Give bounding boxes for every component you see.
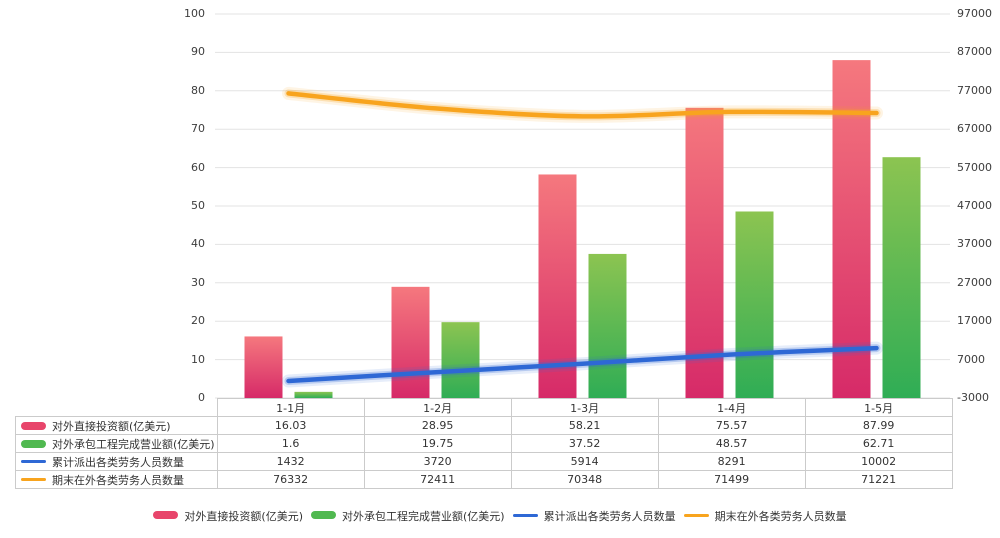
bar-series2-1-2月[interactable] xyxy=(441,322,480,398)
line-swatch-icon xyxy=(512,513,538,517)
table-header-row: 1-1月 1-2月 1-3月 1-4月 1-5月 xyxy=(16,398,953,417)
table-value-cell: 1.6 xyxy=(216,434,365,453)
left-axis-tick: 20 xyxy=(191,314,205,328)
table-category-header: 1-3月 xyxy=(510,398,659,417)
right-axis-tick: 67000 xyxy=(957,122,992,136)
bar-series1-1-4月[interactable] xyxy=(685,107,724,398)
table-value-cell: 5914 xyxy=(510,452,659,471)
right-axis-tick: 27000 xyxy=(957,275,992,289)
left-axis-tick: 60 xyxy=(191,160,205,174)
left-axis-tick: 10 xyxy=(191,352,205,366)
chart-legend: 对外直接投资额(亿美元) 对外承包工程完成营业额(亿美元) 累计派出各类劳务人员数量… xyxy=(0,508,1000,524)
table-row: 对外直接投资额(亿美元) 16.03 28.95 58.21 75.57 87.99 xyxy=(15,416,953,435)
table-value-cell: 37.52 xyxy=(510,434,659,453)
table-value-cell: 62.71 xyxy=(804,434,953,453)
right-axis-tick: 87000 xyxy=(957,45,992,59)
table-value-cell: 87.99 xyxy=(804,416,953,435)
bar-series2-1-1月[interactable] xyxy=(294,391,333,398)
table-value-cell: 70348 xyxy=(510,470,659,489)
legend-label: 累计派出各类劳务人员数量 xyxy=(543,510,676,523)
series-name: 对外直接投资额(亿美元) xyxy=(52,419,171,433)
table-value-cell: 19.75 xyxy=(363,434,512,453)
legend-label: 对外承包工程完成营业额(亿美元) xyxy=(342,510,505,523)
bar-series1-1-3月[interactable] xyxy=(538,174,577,398)
bar-series2-1-3月[interactable] xyxy=(588,253,627,398)
table-value-cell: 71221 xyxy=(804,470,953,489)
left-axis-tick: 70 xyxy=(191,122,205,136)
table-category-header: 1-5月 xyxy=(804,398,953,417)
table-value-cell: 10002 xyxy=(804,452,953,471)
legend-item-1[interactable]: 对外直接投资额(亿美元) xyxy=(153,508,303,524)
table-value-cell: 75.57 xyxy=(657,416,806,435)
right-axis-tick: 37000 xyxy=(957,237,992,251)
table-value-cell: 58.21 xyxy=(510,416,659,435)
legend-label: 对外直接投资额(亿美元) xyxy=(184,510,303,523)
table-value-cell: 16.03 xyxy=(216,416,365,435)
legend-item-2[interactable]: 对外承包工程完成营业额(亿美元) xyxy=(311,508,505,524)
table-series-label-cell: 期末在外各类劳务人员数量 xyxy=(15,470,218,489)
table-row: 对外承包工程完成营业额(亿美元) 1.6 19.75 37.52 48.57 62.71 xyxy=(15,434,953,453)
right-axis-tick: 97000 xyxy=(957,7,992,20)
left-axis-tick: 50 xyxy=(191,199,205,212)
left-axis-tick: 0 xyxy=(198,391,205,404)
table-value-cell: 71499 xyxy=(657,470,806,489)
bar-series1-1-2月[interactable] xyxy=(391,286,430,398)
left-axis-tick: 30 xyxy=(191,275,205,289)
line-swatch-icon xyxy=(683,513,709,517)
bar-series2-1-4月[interactable] xyxy=(735,211,774,398)
series-name: 累计派出各类劳务人员数量 xyxy=(52,455,184,469)
table-category-header: 1-1月 xyxy=(216,398,365,417)
series-name: 对外承包工程完成营业额(亿美元) xyxy=(52,437,215,451)
left-axis-tick: 40 xyxy=(191,237,205,251)
bar-swatch-icon xyxy=(21,439,46,448)
table-category-header: 1-4月 xyxy=(657,398,806,417)
legend-item-3[interactable]: 累计派出各类劳务人员数量 xyxy=(512,508,676,524)
left-axis-tick: 100 xyxy=(184,7,205,20)
right-axis-tick: 57000 xyxy=(957,160,992,174)
left-axis-tick: 80 xyxy=(191,83,205,97)
line-series1[interactable] xyxy=(286,345,879,384)
table-series-label-cell: 对外直接投资额(亿美元) xyxy=(15,416,218,435)
right-axis-tick: 47000 xyxy=(957,199,992,212)
bar-swatch-icon xyxy=(153,511,179,519)
table-value-cell: 48.57 xyxy=(657,434,806,453)
table-row: 累计派出各类劳务人员数量 1432 3720 5914 8291 10002 xyxy=(15,452,953,471)
table-value-cell: 8291 xyxy=(657,452,806,471)
line-swatch-icon xyxy=(21,460,46,463)
table-value-cell: 28.95 xyxy=(363,416,512,435)
line-swatch-icon xyxy=(21,478,46,481)
table-corner-cell xyxy=(16,399,218,417)
data-table: 1-1月 1-2月 1-3月 1-4月 1-5月对外直接投资额(亿美元) 16.03 28.… xyxy=(15,398,953,489)
right-axis-tick: 7000 xyxy=(957,352,985,366)
table-category-header: 1-2月 xyxy=(363,398,512,417)
series-name: 期末在外各类劳务人员数量 xyxy=(52,473,184,487)
line-series2[interactable] xyxy=(286,91,879,119)
table-series-label-cell: 累计派出各类劳务人员数量 xyxy=(15,452,218,471)
legend-label: 期末在外各类劳务人员数量 xyxy=(714,510,847,523)
table-row: 期末在外各类劳务人员数量 76332 72411 70348 71499 71221 xyxy=(15,470,953,489)
legend-item-4[interactable]: 期末在外各类劳务人员数量 xyxy=(683,508,847,524)
table-value-cell: 72411 xyxy=(363,470,512,489)
right-axis-tick: 17000 xyxy=(957,314,992,328)
right-axis-tick: 77000 xyxy=(957,83,992,97)
table-value-cell: 1432 xyxy=(216,452,365,471)
left-axis-tick: 90 xyxy=(191,45,205,59)
table-value-cell: 76332 xyxy=(216,470,365,489)
table-value-cell: 3720 xyxy=(363,452,512,471)
table-series-label-cell: 对外承包工程完成营业额(亿美元) xyxy=(15,434,218,453)
bar-series1-1-1月[interactable] xyxy=(244,336,283,398)
right-axis-tick: -3000 xyxy=(957,391,989,404)
bar-series2-1-5月[interactable] xyxy=(882,157,921,398)
bar-series1-1-5月[interactable] xyxy=(832,60,871,398)
bar-swatch-icon xyxy=(311,511,336,519)
bar-swatch-icon xyxy=(21,421,46,430)
